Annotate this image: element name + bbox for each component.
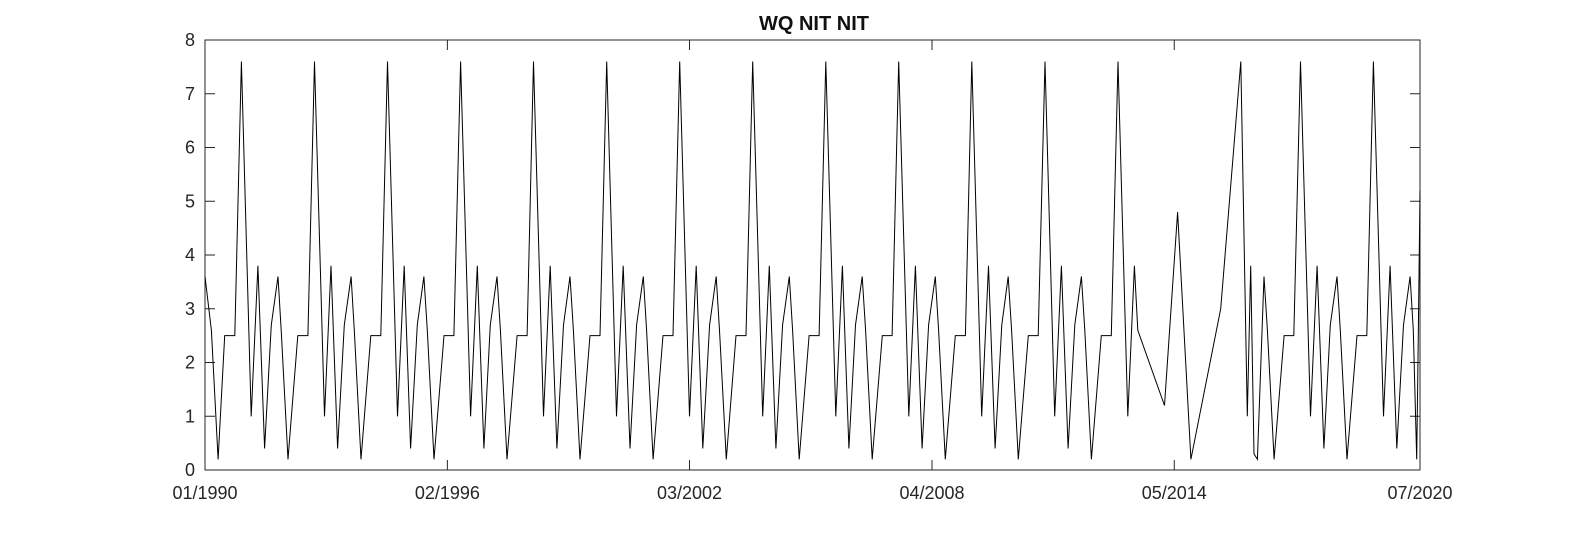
series-line-0 xyxy=(204,61,1421,461)
x-tick-label: 07/2020 xyxy=(1387,483,1452,503)
x-tick-label: 02/1996 xyxy=(415,483,480,503)
x-tick-label: 03/2002 xyxy=(657,483,722,503)
x-tick-label: 04/2008 xyxy=(899,483,964,503)
y-tick-label: 5 xyxy=(185,191,195,211)
x-tick-label: 05/2014 xyxy=(1142,483,1207,503)
y-tick-label: 1 xyxy=(185,406,195,426)
y-tick-label: 4 xyxy=(185,245,195,265)
y-tick-label: 8 xyxy=(185,30,195,50)
chart-title: WQ NIT NIT xyxy=(759,13,869,35)
y-tick-label: 2 xyxy=(185,353,195,373)
series-group xyxy=(204,61,1421,461)
y-tick-label: 3 xyxy=(185,299,195,319)
y-tick-label: 0 xyxy=(185,460,195,480)
y-tick-label: 7 xyxy=(185,84,195,104)
y-axis: 0 1 2 3 4 5 6 7 8 xyxy=(185,30,1420,480)
y-tick-label: 6 xyxy=(185,138,195,158)
x-tick-label: 01/1990 xyxy=(172,483,237,503)
x-axis: 01/1990 02/1996 03/2002 04/2008 05/2014 07/20… xyxy=(172,40,1453,503)
